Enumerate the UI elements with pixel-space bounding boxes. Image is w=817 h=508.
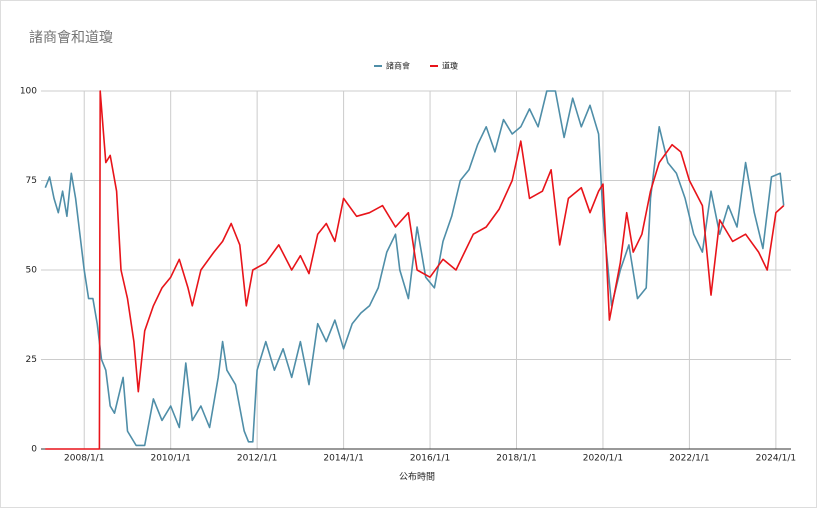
series-line: [45, 90, 785, 450]
x-tick-label: 2020/1/1: [583, 454, 623, 464]
y-tick-label: 75: [26, 176, 37, 186]
y-tick-label: 100: [20, 87, 37, 97]
y-tick-label: 25: [26, 355, 37, 365]
legend-label: 道瓊: [442, 61, 458, 71]
x-tick-label: 2014/1/1: [323, 454, 363, 464]
x-axis-label: 公布時間: [399, 471, 435, 483]
series-line: [44, 90, 785, 447]
y-tick-label: 50: [26, 266, 38, 276]
x-tick-label: 2018/1/1: [496, 454, 536, 464]
chart-title: 諸商會和道瓊: [29, 30, 113, 46]
y-tick-label: 0: [31, 445, 37, 455]
x-tick-label: 2010/1/1: [150, 454, 190, 464]
x-tick-label: 2012/1/1: [237, 454, 277, 464]
x-tick-label: 2016/1/1: [410, 454, 450, 464]
x-tick-label: 2022/1/1: [669, 454, 709, 464]
x-tick-label: 2008/1/1: [64, 454, 104, 464]
x-tick-label: 2024/1/1: [756, 454, 796, 464]
legend-label: 諸商會: [386, 61, 410, 71]
